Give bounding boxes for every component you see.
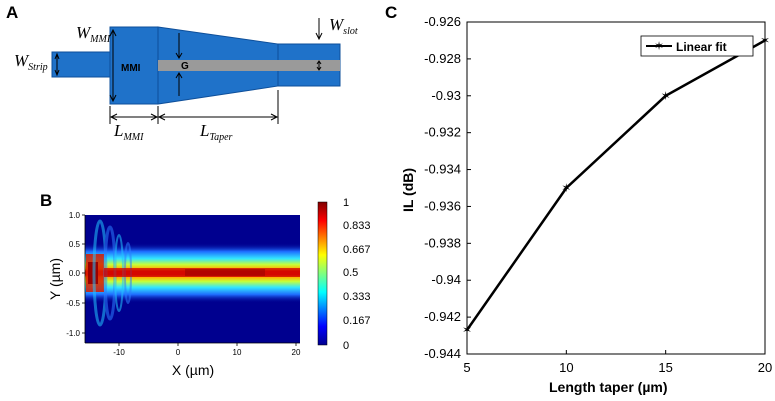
c-ytick-label: -0.936 xyxy=(424,198,461,213)
panel-b-yticks: 1.0 0.5 0.0 -0.5 -1.0 xyxy=(66,211,80,338)
w-mmi-label: WMMI xyxy=(76,23,111,45)
legend-marker: ✶ xyxy=(654,39,664,53)
colorbar-tick: 0 xyxy=(343,340,349,352)
panel-b-field-map xyxy=(85,215,300,343)
b-ytick: -0.5 xyxy=(66,299,80,308)
b-xtick: 20 xyxy=(292,348,301,357)
colorbar-tick: 0.5 xyxy=(343,267,358,279)
w-slot-label: Wslot xyxy=(329,15,358,37)
panel-a-label: A xyxy=(6,3,18,22)
c-xtick-label: 15 xyxy=(658,360,672,375)
l-mmi-arrow xyxy=(109,106,159,124)
b-xtick: 0 xyxy=(176,348,181,357)
b-xtick: 10 xyxy=(233,348,242,357)
colorbar-gradient xyxy=(317,201,328,346)
c-ytick-label: -0.934 xyxy=(424,162,461,177)
c-ytick-label: -0.926 xyxy=(424,14,461,29)
panel-b-xticks: -10 0 10 20 xyxy=(113,348,301,357)
gap-label: G xyxy=(181,61,189,72)
c-series-line xyxy=(465,39,766,331)
c-ytick-label: -0.942 xyxy=(424,309,461,324)
w-slot-arrow xyxy=(315,18,323,71)
w-mmi-arrow xyxy=(109,28,117,103)
colorbar: 1 0.833 0.667 0.5 0.333 0.167 0 xyxy=(317,197,371,352)
mmi-text: MMI xyxy=(121,63,141,74)
c-ytick-label: -0.93 xyxy=(431,88,461,103)
l-taper-label: LTaper xyxy=(199,121,233,143)
mmi-section xyxy=(109,26,159,105)
colorbar-tick: 0.333 xyxy=(343,291,371,303)
c-xtick-label: 20 xyxy=(758,360,772,375)
colorbar-tick: 0.667 xyxy=(343,244,371,256)
c-data-point: ✶ xyxy=(561,181,571,195)
l-taper-arrow xyxy=(157,90,279,124)
c-series: ✶ ✶ ✶ ✶ xyxy=(462,33,770,337)
c-xticks: 5 10 15 20 xyxy=(463,350,772,375)
slot-gap xyxy=(158,60,340,71)
c-ytick-label: -0.938 xyxy=(424,235,461,250)
gap-arrows xyxy=(175,33,183,96)
legend-label: Linear fit xyxy=(676,40,727,54)
b-ytick: 0.0 xyxy=(69,269,81,278)
colorbar-tick: 0.167 xyxy=(343,315,371,327)
legend-box xyxy=(640,35,754,57)
c-ytick-label: -0.932 xyxy=(424,125,461,140)
c-data-point: ✶ xyxy=(661,89,671,103)
c-ytick-label: -0.94 xyxy=(431,272,461,287)
panel-a-diagram: MMI G xyxy=(14,15,358,143)
c-yticks: -0.926 -0.928 -0.93 -0.932 -0.934 -0.936 -0.93… xyxy=(424,14,471,361)
legend: ✶ Linear fit xyxy=(640,35,754,57)
c-data-point: ✶ xyxy=(760,33,770,47)
c-xtick-label: 5 xyxy=(463,360,470,375)
panel-b-axes xyxy=(82,214,300,346)
strip-waveguide xyxy=(51,51,111,78)
w-strip-arrow xyxy=(54,52,60,77)
colorbar-tick: 0.833 xyxy=(343,220,371,232)
c-ylabel: IL (dB) xyxy=(400,168,416,212)
c-xtick-label: 10 xyxy=(559,360,573,375)
panel-c-label: C xyxy=(385,3,397,22)
b-ytick: 0.5 xyxy=(69,240,81,249)
c-xlabel: Length taper (µm) xyxy=(549,379,668,395)
field-mode-core-hot xyxy=(185,269,265,276)
c-ytick-label: -0.928 xyxy=(424,51,461,66)
c-data-point: ✶ xyxy=(462,323,472,337)
b-ytick: -1.0 xyxy=(66,329,80,338)
plot-frame xyxy=(466,21,766,355)
b-xtick: -10 xyxy=(113,348,125,357)
b-ylabel: Y (µm) xyxy=(47,258,63,300)
panel-c-chart: -0.926 -0.928 -0.93 -0.932 -0.934 -0.936 -0.93… xyxy=(400,14,772,395)
b-xlabel: X (µm) xyxy=(172,362,214,378)
b-ytick: 1.0 xyxy=(69,211,81,220)
panel-b-label: B xyxy=(40,191,52,210)
c-ytick-label: -0.944 xyxy=(424,346,461,361)
w-strip-label: WStrip xyxy=(14,51,48,73)
l-mmi-label: LMMI xyxy=(113,121,144,143)
colorbar-tick: 1 xyxy=(343,197,349,209)
